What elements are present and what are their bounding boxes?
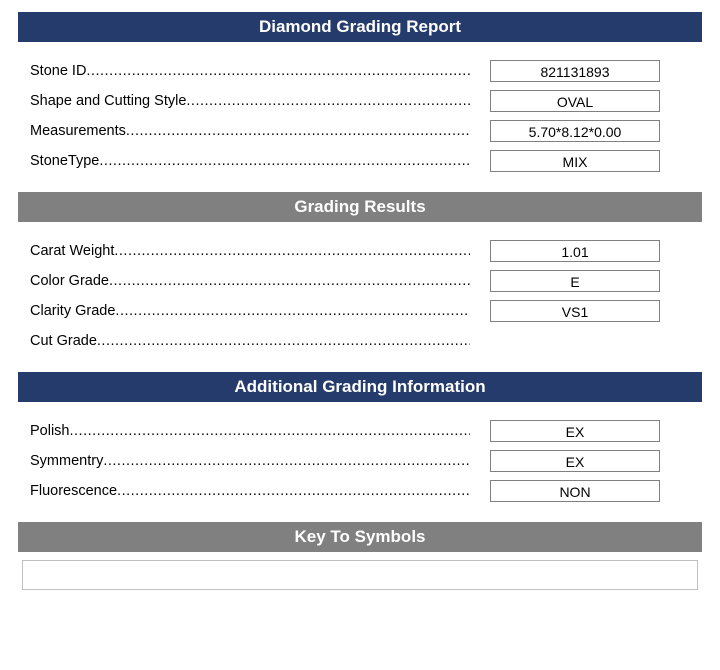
row-clarity: Clarity Grade VS1	[18, 300, 702, 322]
section-title: Diamond Grading Report	[259, 17, 461, 36]
value-stone-id: 821131893	[490, 60, 660, 82]
row-color: Color Grade E	[18, 270, 702, 292]
label-shape: Shape and Cutting Style	[30, 93, 470, 109]
label-fluorescence: Fluorescence	[30, 483, 470, 499]
value-symmetry: EX	[490, 450, 660, 472]
value-stonetype: MIX	[490, 150, 660, 172]
row-symmetry: Symmentry EX	[18, 450, 702, 472]
row-polish: Polish EX	[18, 420, 702, 442]
value-polish: EX	[490, 420, 660, 442]
value-carat: 1.01	[490, 240, 660, 262]
label-symmetry: Symmentry	[30, 453, 470, 469]
label-stonetype: StoneType	[30, 153, 470, 169]
row-measurements: Measurements 5.70*8.12*0.00	[18, 120, 702, 142]
label-polish: Polish	[30, 423, 470, 439]
report-container: Diamond Grading Report Stone ID 82113189…	[0, 0, 720, 602]
value-shape: OVAL	[490, 90, 660, 112]
section-header-grading: Grading Results	[18, 192, 702, 222]
row-stonetype: StoneType MIX	[18, 150, 702, 172]
value-color: E	[490, 270, 660, 292]
value-fluorescence: NON	[490, 480, 660, 502]
label-cut: Cut Grade	[30, 333, 470, 349]
row-fluorescence: Fluorescence NON	[18, 480, 702, 502]
label-color: Color Grade	[30, 273, 470, 289]
label-clarity: Clarity Grade	[30, 303, 470, 319]
section-title: Additional Grading Information	[234, 377, 485, 396]
section-title: Grading Results	[294, 197, 425, 216]
section-header-main: Diamond Grading Report	[18, 12, 702, 42]
label-stone-id: Stone ID	[30, 63, 470, 79]
row-cut: Cut Grade	[18, 330, 702, 352]
section-header-symbols: Key To Symbols	[18, 522, 702, 552]
value-cut-empty	[490, 330, 660, 352]
section-title: Key To Symbols	[295, 527, 426, 546]
section-header-additional: Additional Grading Information	[18, 372, 702, 402]
value-measurements: 5.70*8.12*0.00	[490, 120, 660, 142]
symbols-box	[22, 560, 698, 590]
row-stone-id: Stone ID 821131893	[18, 60, 702, 82]
value-clarity: VS1	[490, 300, 660, 322]
label-measurements: Measurements	[30, 123, 470, 139]
label-carat: Carat Weight	[30, 243, 470, 259]
row-shape: Shape and Cutting Style OVAL	[18, 90, 702, 112]
row-carat: Carat Weight 1.01	[18, 240, 702, 262]
